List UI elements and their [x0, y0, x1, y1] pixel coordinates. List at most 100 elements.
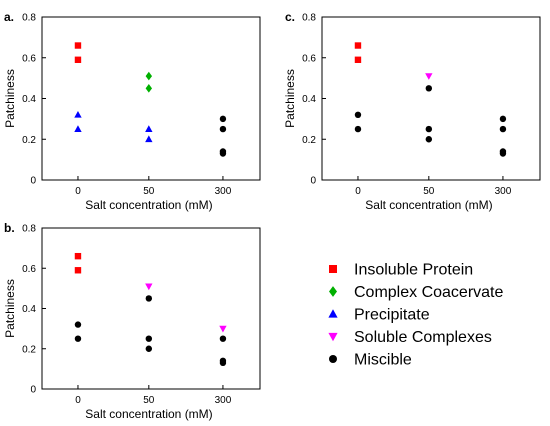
x-axis-label: Salt concentration (mM)	[365, 198, 492, 212]
data-point-insoluble-protein	[74, 56, 82, 63]
data-point-miscible	[354, 125, 362, 133]
y-tick-label: 0.2	[22, 135, 36, 146]
y-tick-label: 0	[30, 176, 36, 187]
x-axis-label: Salt concentration (mM)	[85, 407, 212, 421]
data-point-soluble-complexes	[219, 325, 227, 333]
series-miscible	[74, 295, 227, 367]
data-point-miscible	[499, 125, 507, 133]
plot-frame	[41, 16, 261, 181]
data-point-miscible	[219, 115, 227, 123]
data-point-miscible	[219, 150, 227, 157]
data-point-insoluble-protein	[74, 267, 82, 274]
series-miscible	[354, 85, 507, 157]
x-axis-label: Salt concentration (mM)	[85, 198, 212, 212]
legend-item-precipitate: Precipitate	[328, 307, 430, 324]
y-axis-label: Patchiness	[3, 69, 17, 128]
data-point-insoluble-protein	[74, 252, 82, 260]
plot-frame	[321, 16, 541, 181]
data-point-insoluble-protein	[74, 42, 82, 49]
y-tick-label: 0.8	[302, 13, 316, 24]
y-tick-label: 0.8	[22, 13, 36, 24]
legend-marker-precipitate	[328, 309, 338, 318]
x-tick-label: 0	[355, 186, 361, 197]
y-tick-label: 0.2	[302, 135, 316, 146]
legend-label: Soluble Complexes	[354, 329, 492, 346]
y-tick-label: 0.4	[22, 94, 36, 105]
series-precipitate	[74, 110, 153, 143]
x-tick-label: 50	[423, 186, 435, 197]
data-point-miscible	[499, 115, 507, 123]
data-point-insoluble-protein	[354, 42, 362, 49]
panel-label: a.	[4, 10, 14, 24]
data-point-miscible	[425, 136, 433, 143]
data-point-precipitate	[145, 125, 153, 132]
data-point-miscible	[74, 335, 82, 342]
series-soluble-complexes	[425, 73, 433, 80]
data-point-miscible	[74, 321, 82, 328]
legend-marker-complex-coacervate	[329, 286, 337, 297]
legend-label: Complex Coacervate	[354, 284, 504, 301]
data-point-insoluble-protein	[354, 56, 362, 63]
data-point-precipitate	[145, 135, 153, 143]
legend-item-complex-coacervate: Complex Coacervate	[329, 284, 504, 301]
data-point-miscible	[145, 295, 153, 302]
data-point-miscible	[219, 335, 227, 342]
data-point-miscible	[499, 150, 507, 157]
panel-label: c.	[285, 10, 295, 24]
x-tick-label: 0	[75, 395, 81, 406]
panel-label: b.	[4, 221, 15, 235]
data-point-miscible	[219, 359, 227, 367]
legend-item-soluble-complexes: Soluble Complexes	[328, 329, 492, 346]
y-tick-label: 0	[30, 385, 36, 396]
x-tick-label: 300	[215, 395, 232, 406]
y-axis-label: Patchiness	[283, 69, 297, 128]
series-insoluble-protein	[354, 42, 362, 63]
series-complex-coacervate	[145, 71, 153, 93]
series-soluble-complexes	[145, 283, 227, 333]
legend-marker-miscible	[329, 355, 337, 363]
legend-marker-insoluble-protein	[329, 265, 337, 273]
y-tick-label: 0.2	[22, 344, 36, 355]
x-tick-label: 50	[143, 186, 155, 197]
series-miscible	[219, 115, 227, 157]
data-point-soluble-complexes	[145, 283, 153, 291]
y-tick-label: 0.6	[22, 53, 36, 64]
data-point-miscible	[425, 125, 433, 133]
data-point-complex-coacervate	[145, 83, 153, 93]
legend-label: Insoluble Protein	[354, 262, 473, 279]
y-axis-label: Patchiness	[3, 279, 17, 338]
x-tick-label: 300	[495, 186, 512, 197]
data-point-precipitate	[74, 125, 82, 132]
series-insoluble-protein	[74, 252, 82, 274]
y-tick-label: 0.4	[302, 94, 316, 105]
data-point-miscible	[354, 111, 362, 119]
y-tick-label: 0.4	[22, 304, 36, 315]
series-insoluble-protein	[74, 42, 82, 63]
y-tick-label: 0	[310, 176, 316, 187]
legend: Insoluble Protein Complex Coacervate Preci…	[328, 262, 504, 369]
legend-label: Miscible	[354, 352, 412, 369]
legend-item-miscible: Miscible	[329, 352, 412, 369]
legend-label: Precipitate	[354, 307, 430, 324]
data-point-miscible	[145, 335, 153, 342]
plot-frame	[41, 227, 261, 390]
legend-marker-soluble-complexes	[328, 332, 338, 342]
legend-item-insoluble-protein: Insoluble Protein	[329, 262, 473, 279]
x-tick-label: 300	[215, 186, 232, 197]
x-tick-label: 0	[75, 186, 81, 197]
y-tick-label: 0.6	[302, 53, 316, 64]
y-tick-label: 0.8	[22, 224, 36, 235]
data-point-complex-coacervate	[145, 71, 153, 81]
y-tick-label: 0.6	[22, 264, 36, 275]
data-point-miscible	[219, 125, 227, 133]
data-point-precipitate	[74, 110, 82, 118]
x-tick-label: 50	[143, 395, 155, 406]
data-point-soluble-complexes	[425, 73, 433, 80]
data-point-miscible	[425, 85, 433, 92]
data-point-miscible	[145, 345, 153, 352]
